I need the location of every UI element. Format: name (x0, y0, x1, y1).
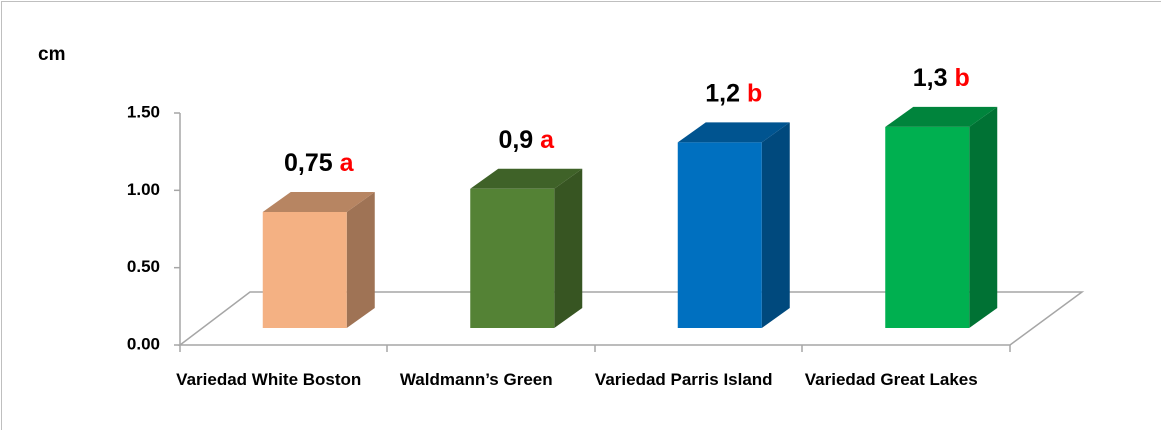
bar-top (677, 122, 790, 143)
x-axis-ticks (179, 345, 1011, 352)
bar-side (346, 192, 375, 328)
y-axis-label: cm (38, 44, 65, 65)
y-tick-label: 0.00 (127, 334, 160, 353)
significance-letter: b (747, 79, 762, 107)
significance-letter: b (954, 64, 969, 92)
value-label: 0,9 (498, 125, 533, 153)
significance-letter: a (340, 149, 355, 177)
bar-top (262, 192, 375, 212)
value-label-group: 0,75 a (284, 149, 355, 177)
x-tick-label: Variedad Parris Island (594, 370, 773, 389)
bar (677, 122, 790, 329)
bar-front (262, 212, 347, 328)
bar-side (969, 106, 998, 328)
y-tick-label: 1.50 (127, 102, 160, 121)
bar-side (761, 122, 790, 329)
bar-top (470, 168, 583, 189)
x-tick-label: Waldmann’s Green (399, 370, 553, 389)
bar (262, 192, 375, 328)
value-label: 1,3 (913, 64, 948, 92)
x-tick-label: Variedad Great Lakes (804, 370, 978, 389)
bar-front (470, 188, 555, 328)
significance-letter: a (540, 125, 555, 153)
bar (885, 106, 998, 328)
value-label-group: 1,2 b (705, 79, 762, 107)
value-label-group: 1,3 b (913, 64, 970, 92)
bar (470, 168, 583, 328)
bar-top (885, 106, 998, 127)
value-label: 1,2 (705, 79, 740, 107)
y-tick-label: 0.50 (127, 257, 160, 276)
bar-side (554, 168, 583, 328)
bar-front (885, 126, 970, 328)
bar-front (677, 142, 762, 328)
y-tick-label: 1.00 (127, 180, 160, 199)
value-label: 0,75 (284, 149, 333, 177)
floor (177, 291, 1085, 346)
value-label-group: 0,9 a (498, 125, 555, 153)
x-tick-label: Variedad White Boston (176, 370, 362, 389)
